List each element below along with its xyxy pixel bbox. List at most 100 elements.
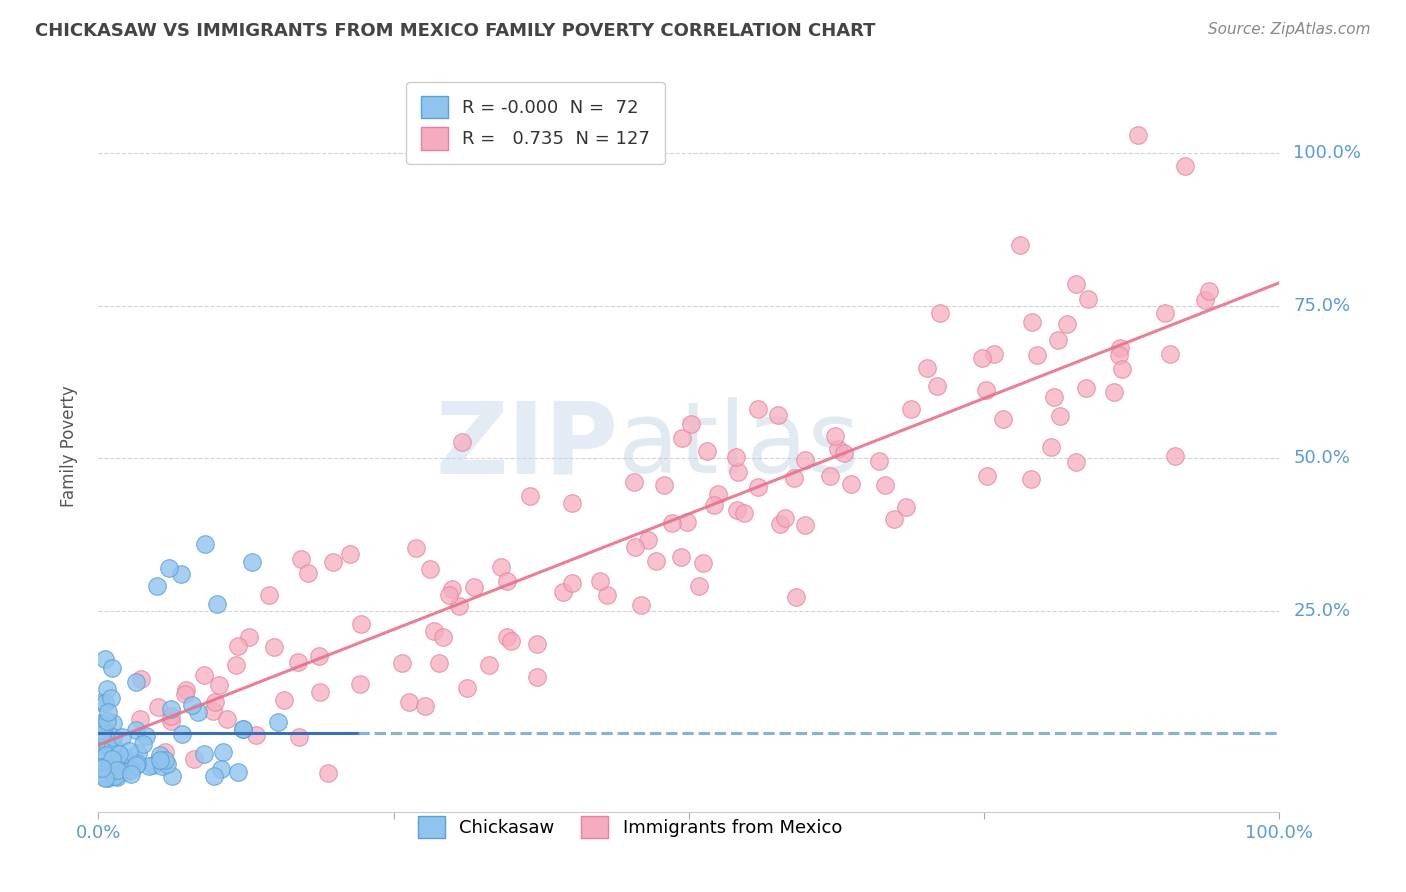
Point [117,756,139,770]
Point [526,637,548,651]
Point [413,698,436,713]
Point [89,716,111,731]
Point [107,747,129,762]
Point [915,361,938,376]
Point [456,681,478,695]
Point [727,465,749,479]
Point [1154,305,1177,319]
Point [124,675,146,690]
Point [733,507,755,521]
Point [894,500,917,514]
Point [142,758,165,772]
Point [245,729,267,743]
Point [725,503,748,517]
Point [440,582,463,596]
Point [350,616,373,631]
Point [477,658,499,673]
Point [671,432,693,446]
Point [1126,128,1149,143]
Point [146,700,169,714]
Point [766,408,789,422]
Point [129,672,152,686]
Point [159,714,181,728]
Point [91,727,114,741]
Point [1198,284,1220,298]
Point [1039,440,1062,454]
Point [450,435,472,450]
Point [132,737,155,751]
Point [676,515,699,529]
Point [287,656,309,670]
Point [419,562,441,576]
Point [818,469,841,483]
Point [1077,293,1099,307]
Point [297,566,319,580]
Point [707,486,730,500]
Point [1159,346,1181,360]
Point [288,731,311,745]
Point [103,731,125,745]
Point [215,712,238,726]
Point [561,576,583,591]
Point [785,590,807,604]
Point [232,722,254,736]
Point [160,702,183,716]
Point [146,579,169,593]
Point [427,657,450,671]
Point [93,770,115,784]
Point [496,630,519,644]
Point [1108,348,1130,362]
Point [183,752,205,766]
Point [827,442,849,456]
Point [1008,238,1031,252]
Point [111,754,134,768]
Point [101,739,124,753]
Point [794,453,817,467]
Point [519,489,541,503]
Point [174,688,197,702]
Point [238,631,260,645]
Point [747,480,769,494]
Text: 100.0%: 100.0% [1294,145,1361,162]
Point [94,738,117,752]
Point [661,516,683,531]
Point [155,752,177,766]
Point [783,470,806,484]
Point [105,770,128,784]
Point [824,429,846,443]
Point [156,757,179,772]
Point [322,555,344,569]
Point [120,767,142,781]
Point [447,599,470,614]
Point [101,767,124,781]
Point [93,771,115,785]
Point [463,580,485,594]
Point [405,541,427,556]
Point [91,723,114,738]
Point [125,723,148,738]
Point [90,695,112,709]
Point [976,469,998,483]
Point [290,552,312,566]
Point [94,651,117,665]
Point [211,745,233,759]
Point [103,759,125,773]
Point [974,383,997,397]
Point [90,762,112,776]
Point [207,678,229,692]
Point [623,475,645,489]
Point [180,698,202,712]
Point [309,685,332,699]
Point [596,588,619,602]
Point [644,554,666,568]
Point [94,748,117,763]
Point [561,495,583,509]
Point [1111,362,1133,376]
Point [120,763,142,777]
Point [688,578,710,592]
Point [205,598,228,612]
Point [929,306,952,320]
Point [793,518,815,533]
Point [170,727,193,741]
Point [398,694,420,708]
